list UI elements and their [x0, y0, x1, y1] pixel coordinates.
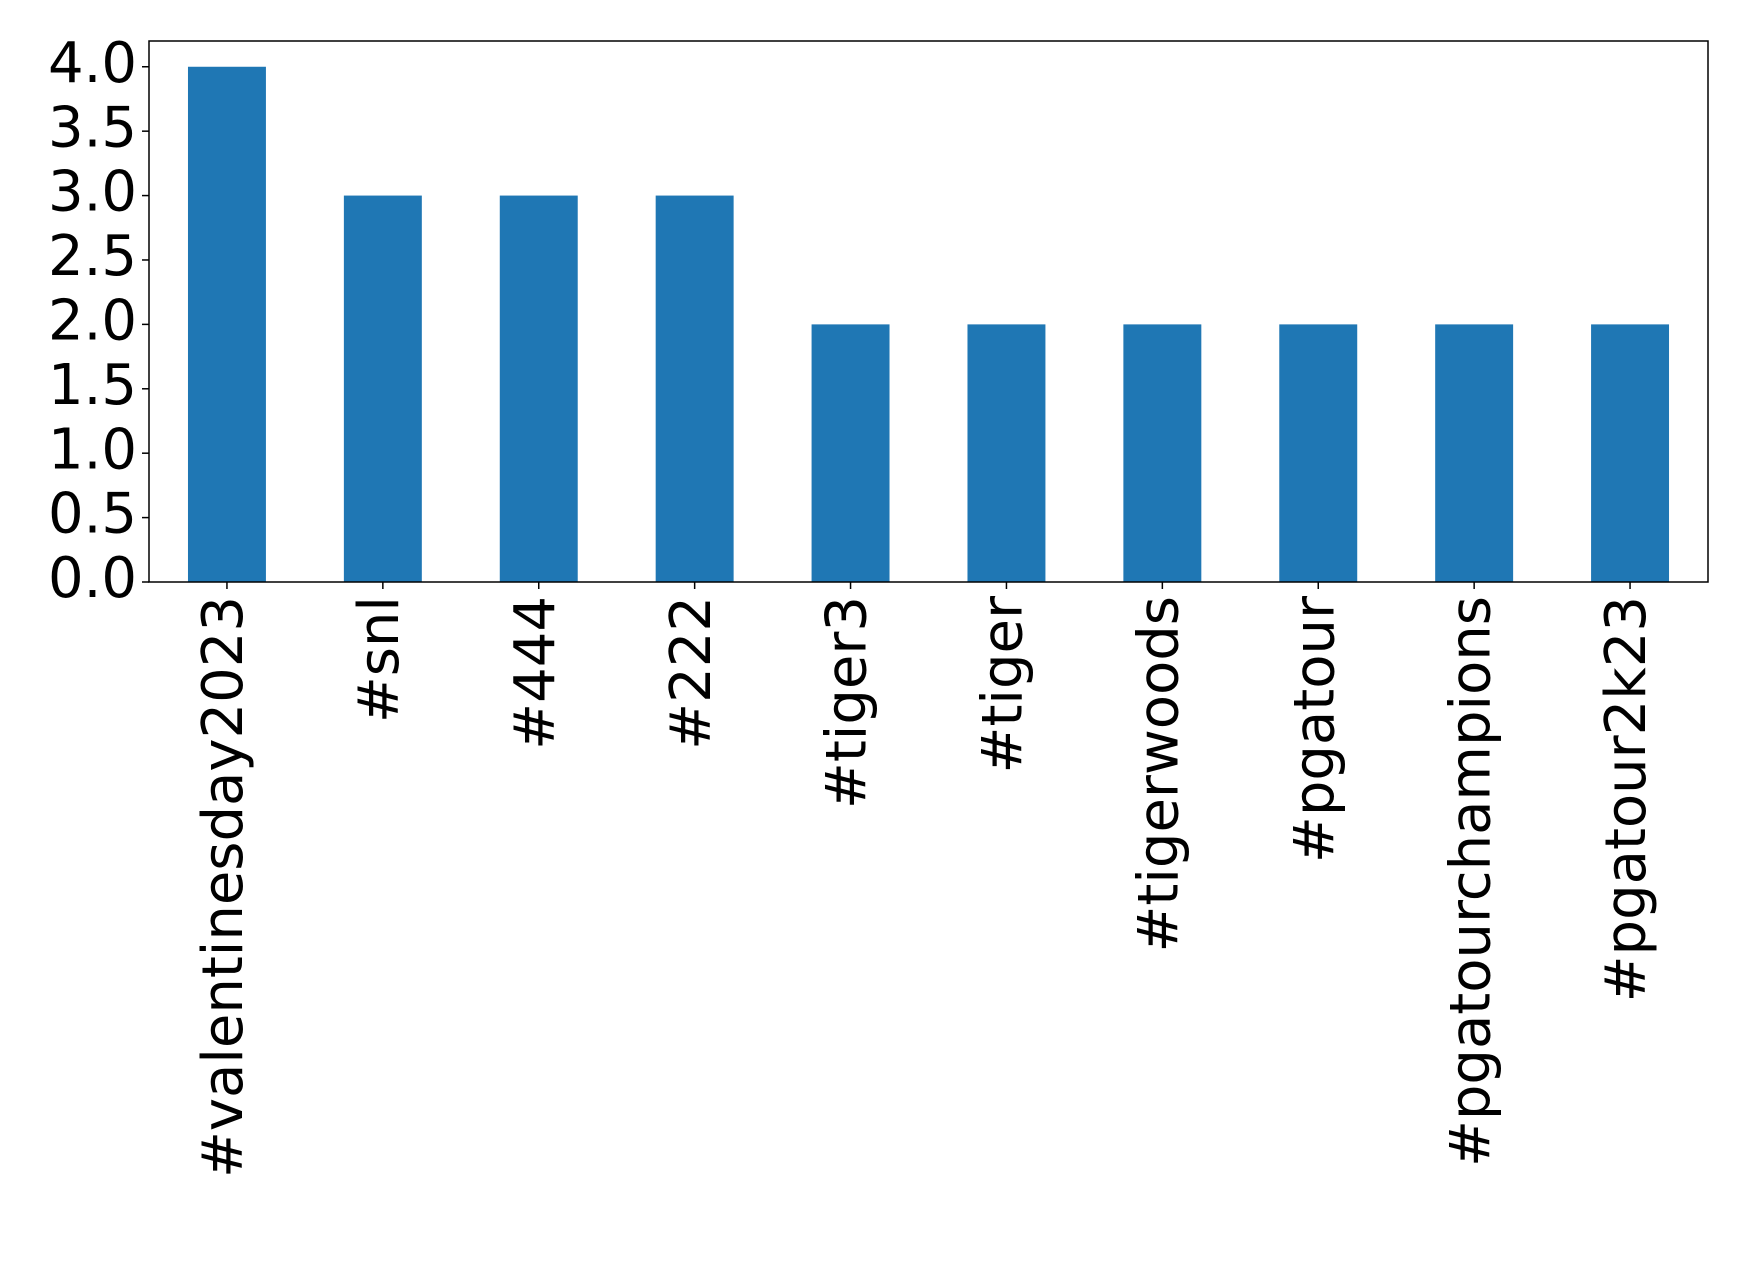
bar	[655, 195, 734, 583]
bar	[1435, 324, 1514, 582]
bar	[499, 195, 578, 583]
y-tick-label: 1.5	[48, 353, 137, 418]
y-tick-label: 2.5	[48, 224, 137, 289]
x-tick-label: #tiger3	[815, 596, 880, 809]
bar	[1279, 324, 1358, 582]
x-tick-label: #pgatour2k23	[1594, 596, 1659, 1002]
bar	[1591, 324, 1670, 582]
y-tick-label: 2.0	[48, 289, 137, 354]
x-tick-label: #222	[659, 596, 724, 750]
y-tick-label: 0.5	[48, 482, 137, 547]
bar	[811, 324, 890, 582]
x-tick-label: #snl	[347, 596, 412, 723]
y-tick-label: 1.0	[48, 417, 137, 482]
bar	[343, 195, 422, 583]
y-tick-label: 3.0	[48, 160, 137, 225]
x-tick-label: #valentinesday2023	[191, 596, 256, 1178]
x-tick-label: #pgatourchampions	[1438, 596, 1503, 1167]
y-tick-label: 4.0	[48, 31, 137, 96]
y-tick-label: 3.5	[48, 95, 137, 160]
plot-frame	[148, 40, 1709, 583]
x-tick-label: #pgatour	[1282, 595, 1347, 863]
bar	[1123, 324, 1202, 582]
x-tick-label: #tigerwoods	[1126, 596, 1191, 953]
y-tick-label: 0.0	[48, 546, 137, 611]
x-tick-label: #444	[503, 596, 568, 750]
bar	[187, 66, 266, 582]
bar	[967, 324, 1046, 582]
x-tick-label: #tiger	[971, 595, 1036, 773]
